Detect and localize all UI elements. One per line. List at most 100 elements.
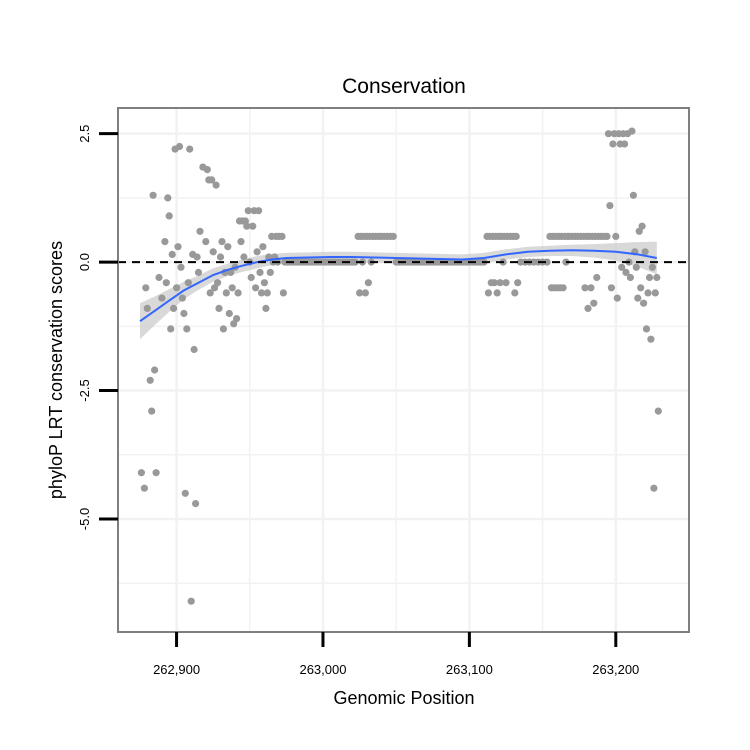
data-point [181,489,189,497]
data-point [212,181,220,189]
data-point [175,142,184,151]
data-point [192,500,200,508]
data-point [222,289,230,297]
data-point [634,294,642,302]
data-point [228,284,236,292]
data-point [151,366,159,374]
data-point [183,325,191,333]
data-point [279,289,287,297]
data-point [647,335,655,343]
data-point [206,289,214,297]
data-point [263,289,271,297]
data-point [559,284,567,292]
data-point [233,315,241,323]
data-point [224,243,232,251]
data-point [196,227,204,235]
data-point [490,279,498,287]
data-point [249,222,257,230]
data-point [257,289,266,297]
data-point [142,284,150,292]
data-point [215,304,223,312]
x-axis-label: Genomic Position [333,688,474,708]
data-points [137,127,662,605]
data-point [606,202,614,210]
data-point [654,407,662,415]
y-tick-label: 2.5 [77,125,92,143]
data-point [162,279,170,287]
data-point [514,279,522,287]
data-point [244,207,252,215]
y-axis-label: phyloP LRT conservation scores [46,241,66,499]
data-point [584,304,592,312]
data-point [364,279,372,287]
data-point [641,248,649,256]
data-point [604,130,613,138]
data-point [168,250,176,258]
data-point [202,238,210,246]
x-tick-label: 263,200 [592,662,639,677]
data-point [651,289,659,297]
x-tick-label: 262,900 [153,662,200,677]
data-point [628,127,636,135]
data-point [165,212,173,220]
data-point [543,258,551,266]
data-point [152,469,160,477]
data-point [356,289,364,297]
data-point [622,268,630,276]
data-point [155,273,163,282]
data-point [632,263,640,271]
data-point [581,284,589,292]
data-point [644,289,652,297]
data-point [194,268,203,276]
data-point [637,284,645,292]
data-point [208,176,216,184]
data-point [234,289,242,297]
data-point [225,309,233,318]
data-point [209,248,217,256]
data-point [512,232,520,240]
data-point [174,243,182,251]
plot-frame [117,107,690,633]
x-axis: 262,900 263,000 263,100 263,200 [153,632,639,677]
data-point [638,222,646,230]
data-point [186,145,194,153]
data-point [650,484,658,492]
data-point [148,407,156,415]
data-point [511,289,519,297]
data-point [648,263,657,271]
data-point [262,304,270,312]
data-point [180,309,188,318]
y-tick-label: -2.5 [77,379,92,401]
data-point [218,238,226,246]
data-point [137,469,145,477]
data-point [484,289,492,297]
data-point [190,345,198,354]
y-tick-label: -5.0 [77,508,92,530]
data-point [640,299,648,307]
data-point [618,263,626,271]
y-axis: -5.0 -2.5 0.0 2.5 [77,125,118,530]
data-point [351,258,359,266]
data-point [621,140,629,148]
data-point [259,243,267,251]
plot-area [118,108,689,632]
data-point [170,304,178,312]
data-point [193,253,201,261]
data-point [361,289,369,297]
data-point [214,279,222,287]
data-point [629,191,638,199]
y-tick-label: 0.0 [77,253,92,271]
data-point [243,222,251,230]
data-point [177,263,185,271]
data-point [642,325,651,333]
data-point [609,140,617,148]
data-point [184,279,192,287]
data-point [653,273,661,282]
data-point [237,238,245,246]
data-point [178,294,186,302]
data-point [143,304,151,312]
data-point [253,248,261,256]
data-point [260,279,268,287]
data-point [278,232,286,240]
